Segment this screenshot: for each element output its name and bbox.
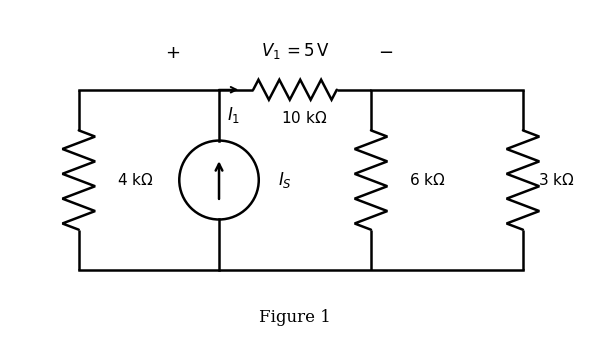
Text: $I_S$: $I_S$ xyxy=(278,170,292,190)
Text: Figure 1: Figure 1 xyxy=(259,309,331,326)
Text: 10 k$\Omega$: 10 k$\Omega$ xyxy=(281,110,327,126)
Text: +: + xyxy=(165,44,180,62)
Text: 4 k$\Omega$: 4 k$\Omega$ xyxy=(117,172,153,188)
Text: 6 k$\Omega$: 6 k$\Omega$ xyxy=(409,172,445,188)
Text: $V_1$: $V_1$ xyxy=(261,41,281,61)
Text: $= 5\,\mathrm{V}$: $= 5\,\mathrm{V}$ xyxy=(283,43,330,60)
Text: 3 k$\Omega$: 3 k$\Omega$ xyxy=(537,172,574,188)
Text: $I_1$: $I_1$ xyxy=(227,105,240,125)
Text: $-$: $-$ xyxy=(378,42,393,60)
